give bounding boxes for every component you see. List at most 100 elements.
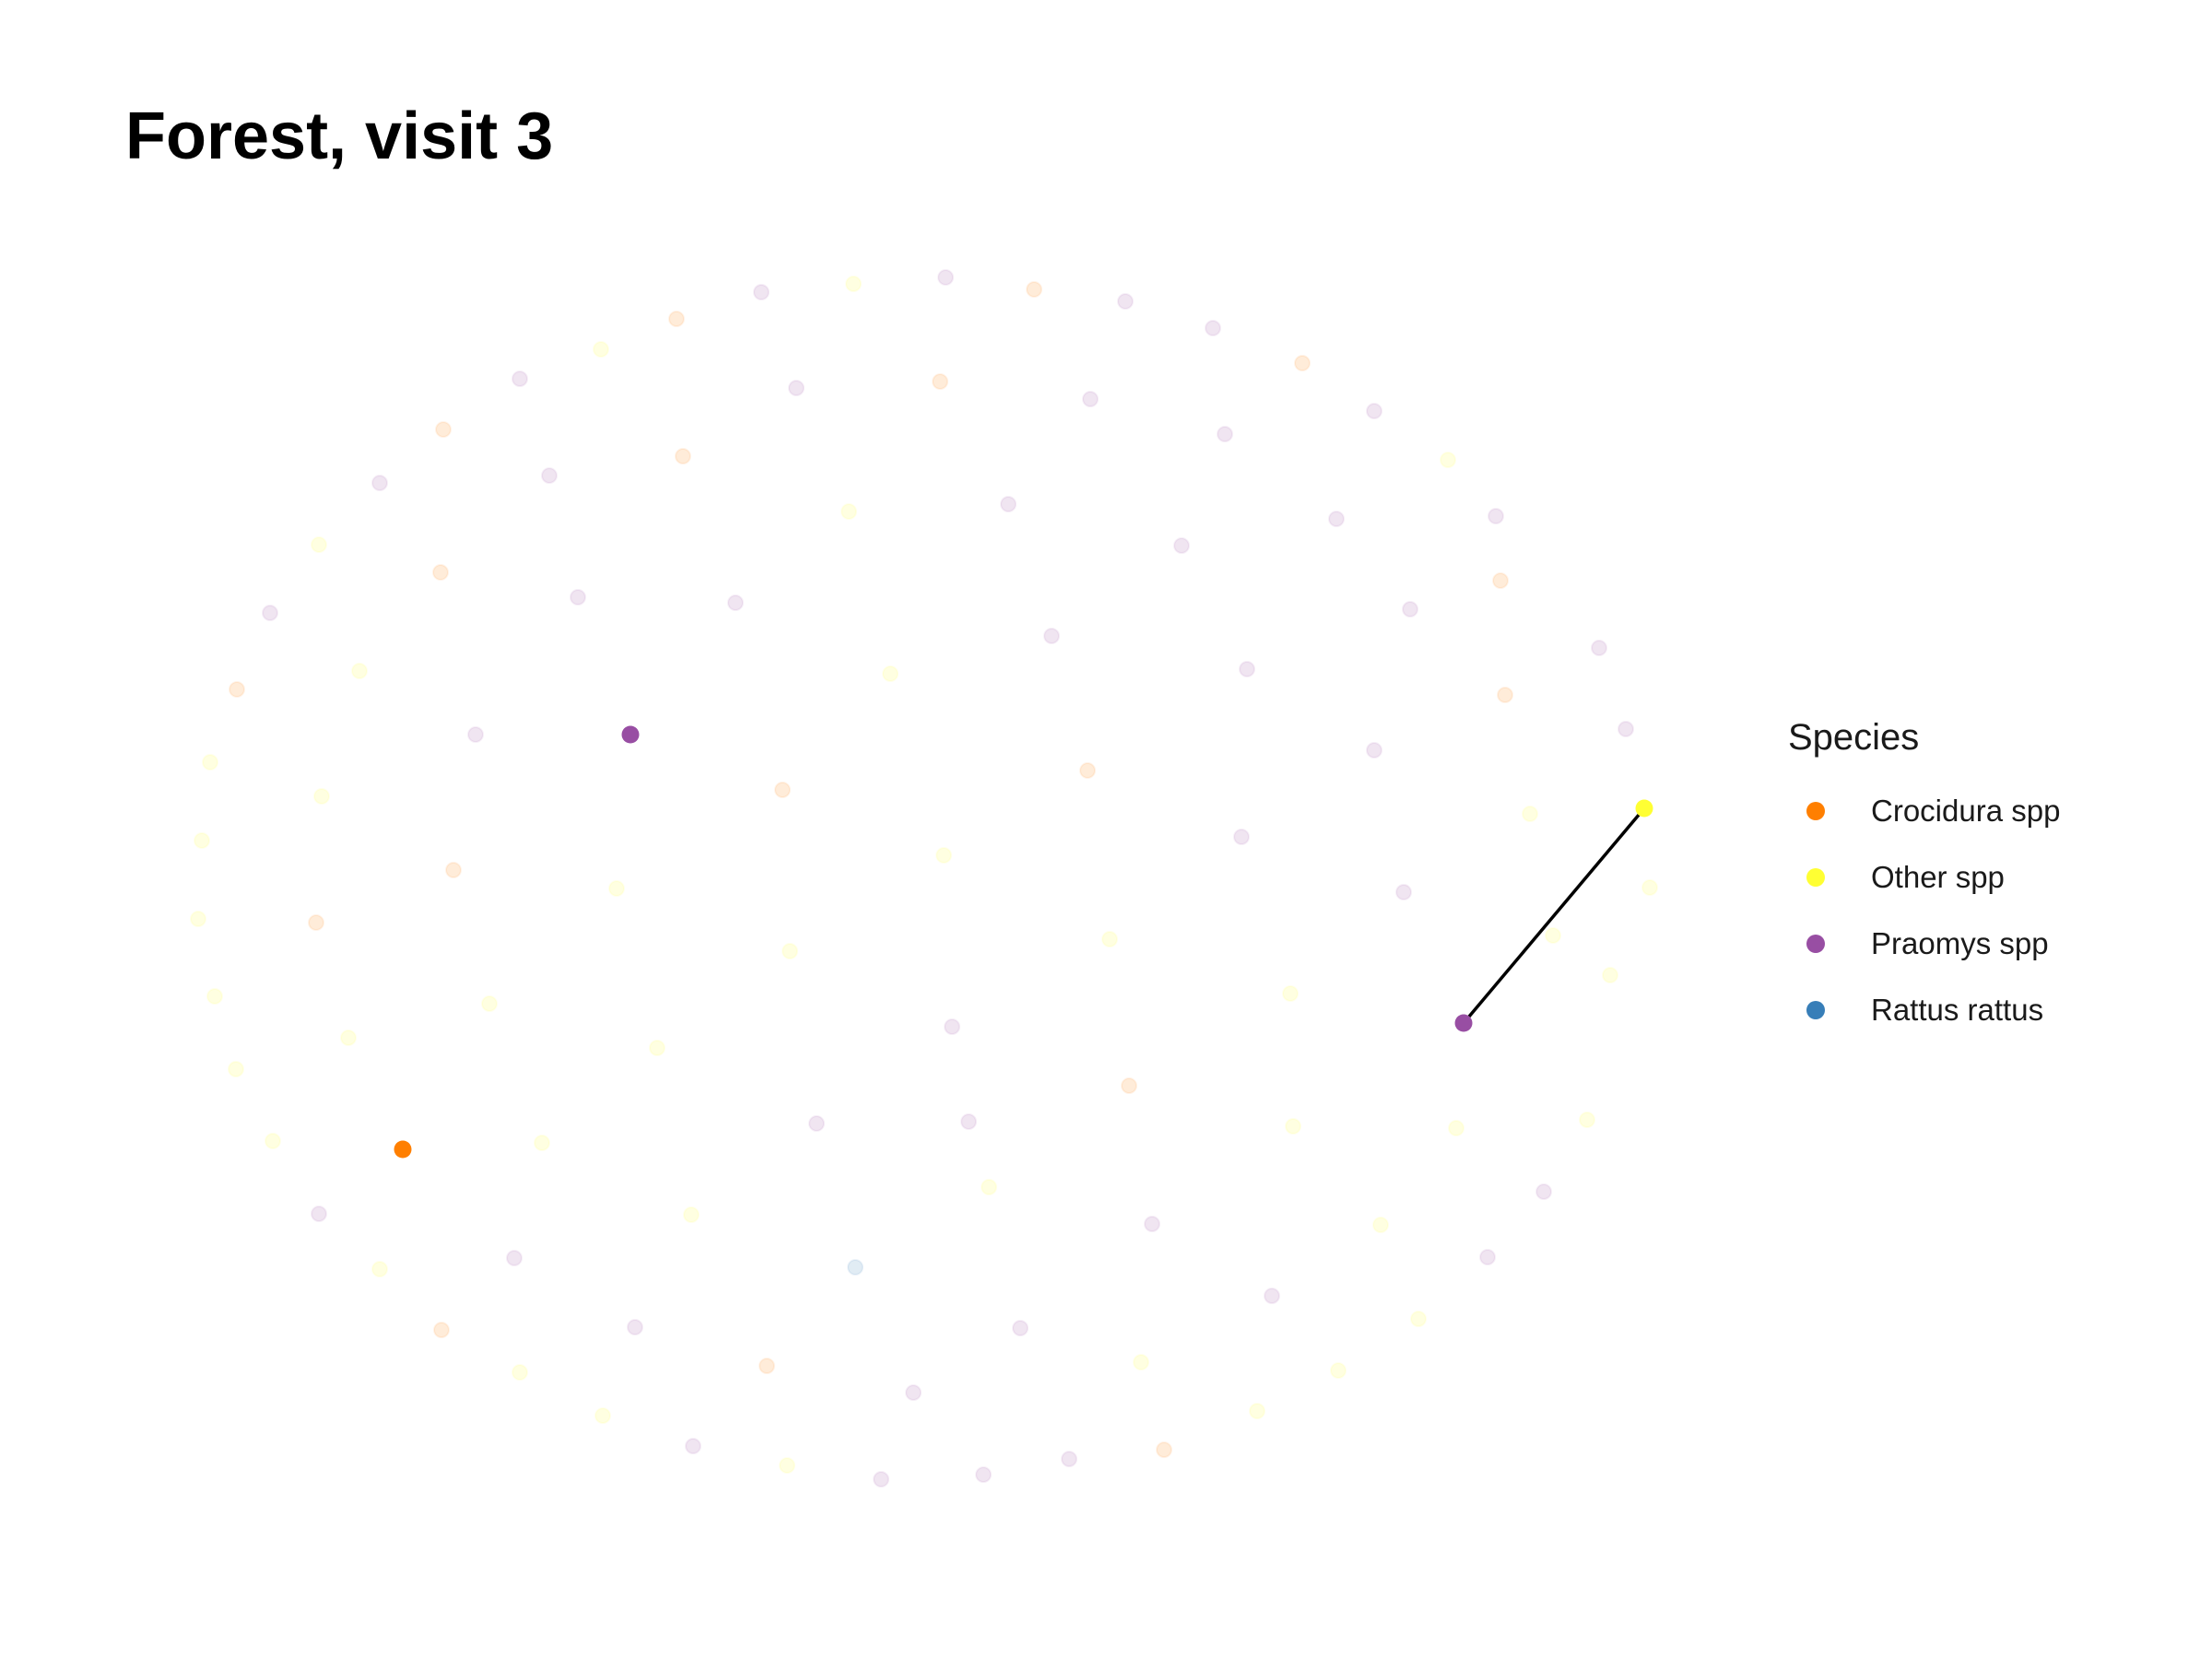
faded-node xyxy=(228,1061,244,1077)
faded-node xyxy=(313,788,330,805)
faded-node xyxy=(935,847,952,864)
network-edge xyxy=(1462,806,1646,1025)
highlighted-node-crocidura xyxy=(394,1140,412,1159)
faded-node xyxy=(1602,967,1618,983)
faded-node xyxy=(1061,1451,1077,1467)
faded-node xyxy=(512,371,528,387)
faded-node xyxy=(847,1259,864,1276)
species-legend: Species Crocidura spp Other spp Praomys … xyxy=(1788,717,2060,1043)
faded-node xyxy=(668,311,685,327)
faded-node xyxy=(1012,1320,1029,1336)
faded-node xyxy=(845,276,862,292)
faded-node xyxy=(311,536,327,553)
faded-node xyxy=(882,665,899,682)
faded-node xyxy=(206,988,223,1005)
legend-swatch-crocidura xyxy=(1806,802,1825,820)
faded-node xyxy=(371,475,388,491)
faded-node xyxy=(1522,806,1538,822)
faded-node xyxy=(1294,355,1311,371)
faded-node xyxy=(432,564,449,581)
faded-node xyxy=(841,503,857,520)
faded-node xyxy=(1217,426,1233,442)
legend-item-other: Other spp xyxy=(1788,844,2060,911)
faded-node xyxy=(937,269,954,286)
faded-node xyxy=(1440,452,1456,468)
faded-node xyxy=(1535,1183,1552,1200)
faded-node xyxy=(311,1206,327,1222)
faded-node xyxy=(1282,985,1299,1002)
faded-node xyxy=(1117,293,1134,310)
highlighted-node-praomys xyxy=(621,725,640,744)
faded-node xyxy=(782,943,798,959)
faded-node xyxy=(467,726,484,743)
faded-node xyxy=(594,1407,611,1424)
faded-node xyxy=(608,880,625,897)
faded-node xyxy=(1043,628,1060,644)
faded-node xyxy=(1479,1249,1496,1265)
faded-node xyxy=(1591,640,1607,656)
legend-label: Other spp xyxy=(1871,860,2005,894)
faded-node xyxy=(627,1319,643,1335)
legend-swatch-praomys xyxy=(1806,935,1825,953)
faded-node xyxy=(481,995,498,1012)
faded-node xyxy=(1205,320,1221,336)
faded-node xyxy=(351,663,368,679)
faded-node xyxy=(808,1115,825,1132)
faded-node xyxy=(932,373,948,390)
faded-node xyxy=(262,605,278,621)
faded-node xyxy=(371,1261,388,1277)
highlighted-node-praomys xyxy=(1454,1014,1473,1032)
plot-title: Forest, visit 3 xyxy=(125,100,554,173)
faded-node xyxy=(1641,879,1658,896)
legend-swatch-rattus xyxy=(1806,1001,1825,1019)
faded-node xyxy=(194,832,210,849)
faded-node xyxy=(541,467,558,484)
faded-node xyxy=(774,782,791,798)
faded-node xyxy=(873,1471,889,1488)
faded-node xyxy=(308,914,324,931)
faded-node xyxy=(1239,661,1255,677)
faded-node xyxy=(1144,1216,1160,1232)
faded-node xyxy=(1233,829,1250,845)
faded-node xyxy=(1079,762,1096,779)
highlighted-node-other xyxy=(1635,799,1653,818)
faded-node xyxy=(753,284,770,300)
legend-label: Rattus rattus xyxy=(1871,993,2044,1027)
faded-node xyxy=(1249,1403,1265,1419)
faded-node xyxy=(788,380,805,396)
faded-node xyxy=(593,341,609,358)
faded-node xyxy=(512,1364,528,1381)
faded-node xyxy=(1545,927,1561,944)
faded-node xyxy=(1618,721,1634,737)
faded-node xyxy=(1330,1362,1347,1379)
faded-node xyxy=(727,594,744,611)
legend-item-praomys: Praomys spp xyxy=(1788,911,2060,977)
faded-node xyxy=(1492,572,1509,589)
faded-node xyxy=(685,1438,701,1454)
faded-node xyxy=(779,1457,795,1474)
faded-node xyxy=(1395,884,1412,900)
faded-node xyxy=(649,1040,665,1056)
faded-node xyxy=(1121,1077,1137,1094)
faded-node xyxy=(1497,687,1513,703)
faded-node xyxy=(202,754,218,771)
faded-node xyxy=(570,589,586,606)
faded-node xyxy=(506,1250,523,1266)
faded-node xyxy=(1448,1120,1465,1136)
faded-node xyxy=(944,1018,960,1035)
legend-swatch-other xyxy=(1806,868,1825,887)
faded-node xyxy=(1101,931,1118,947)
faded-node xyxy=(1366,742,1382,759)
faded-node xyxy=(981,1179,997,1195)
faded-node xyxy=(229,681,245,698)
faded-node xyxy=(905,1384,922,1401)
faded-node xyxy=(433,1322,450,1338)
faded-node xyxy=(960,1113,977,1130)
faded-node xyxy=(1133,1354,1149,1371)
faded-node xyxy=(1173,537,1190,554)
faded-node xyxy=(1026,281,1042,298)
faded-node xyxy=(340,1030,357,1046)
faded-node xyxy=(1488,508,1504,524)
faded-node xyxy=(1264,1288,1280,1304)
